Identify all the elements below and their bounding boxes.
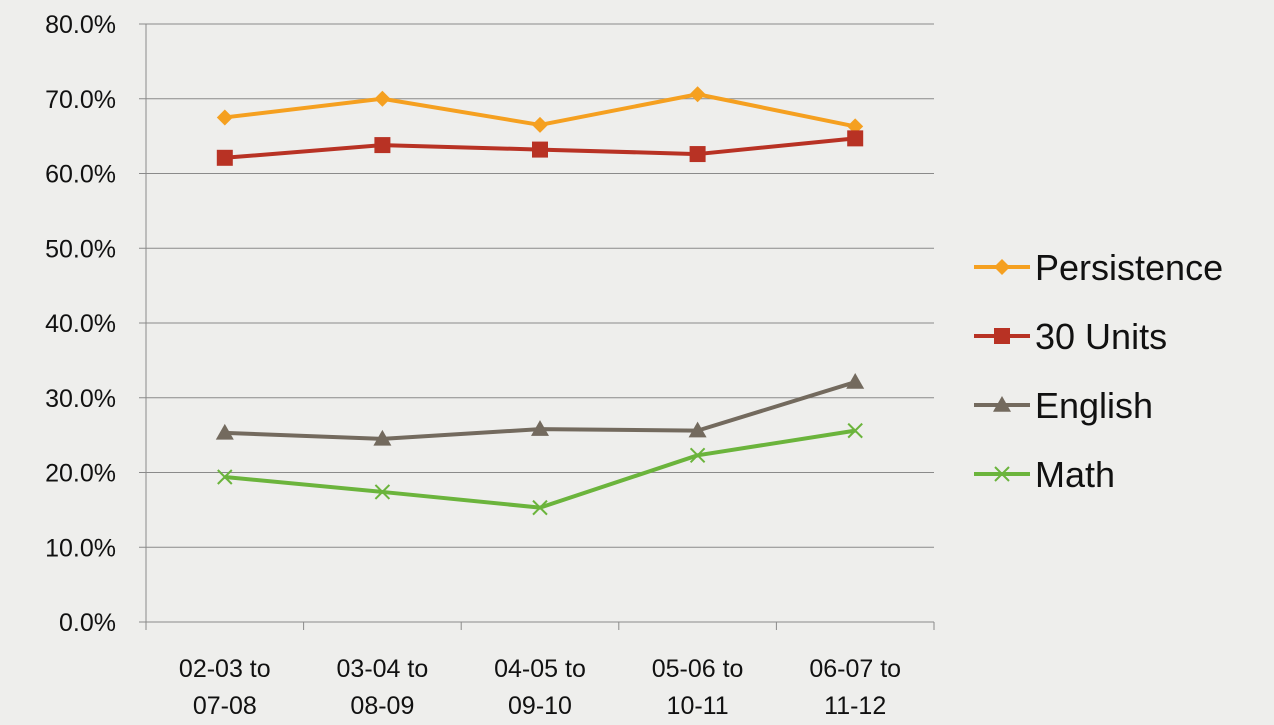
data-point: [532, 116, 548, 133]
legend: Persistence 30 Units English Math: [974, 247, 1223, 495]
series-math: [217, 422, 863, 516]
legend-label: 30 Units: [1035, 316, 1167, 357]
data-point: [847, 130, 864, 147]
legend-item: Math: [974, 454, 1115, 495]
data-point: [689, 86, 706, 103]
x-tick-label: 04-05 to 09-10: [494, 655, 586, 720]
legend-marker: [994, 259, 1010, 275]
x-tick-label: 03-04 to 08-09: [337, 655, 429, 720]
y-tick-label: 10.0%: [45, 534, 116, 562]
y-tick-label: 60.0%: [45, 161, 116, 189]
x-tick-label: 02-03 to 07-08: [179, 655, 271, 720]
data-point: [847, 422, 863, 439]
legend-marker: [994, 328, 1010, 344]
data-point: [215, 423, 234, 440]
data-point: [374, 137, 391, 154]
series-lines: [215, 86, 865, 516]
y-tick-label: 80.0%: [45, 11, 116, 39]
legend-marker: [994, 466, 1010, 482]
data-point: [216, 109, 233, 126]
axes: 0.0% 10.0% 20.0% 30.0% 40.0% 50.0% 60.0% 70.0% 8…: [45, 11, 935, 720]
y-tick-label: 20.0%: [45, 460, 116, 488]
gridlines: [146, 23, 934, 548]
data-point: [688, 421, 707, 438]
legend-label: English: [1035, 385, 1153, 426]
data-point: [216, 149, 233, 166]
legend-item: English: [974, 385, 1153, 426]
data-point: [374, 90, 391, 107]
series-line: [224, 428, 856, 510]
y-tick-label: 0.0%: [59, 609, 116, 637]
legend-label: Math: [1035, 454, 1115, 495]
data-point: [373, 429, 392, 446]
data-point: [846, 373, 865, 389]
y-tick-label: 50.0%: [45, 235, 116, 263]
y-tick-label: 70.0%: [45, 86, 116, 114]
data-point: [374, 484, 391, 500]
legend-item: 30 Units: [974, 316, 1167, 357]
data-point: [217, 469, 233, 485]
x-tick-label: 05-06 to 10-11: [652, 655, 744, 720]
data-point: [532, 141, 548, 158]
series-persistence: [216, 86, 864, 135]
series-30-units: [216, 130, 864, 166]
legend-marker: [993, 396, 1011, 412]
data-point: [531, 420, 549, 436]
data-point: [532, 499, 548, 516]
series-english: [215, 373, 865, 446]
y-tick-label: 30.0%: [45, 385, 116, 413]
x-tick-label: 06-07 to 11-12: [809, 655, 901, 720]
data-point: [689, 447, 706, 464]
data-point: [689, 146, 706, 163]
legend-item: Persistence: [974, 247, 1223, 288]
legend-label: Persistence: [1035, 247, 1223, 288]
y-tick-label: 40.0%: [45, 310, 116, 338]
